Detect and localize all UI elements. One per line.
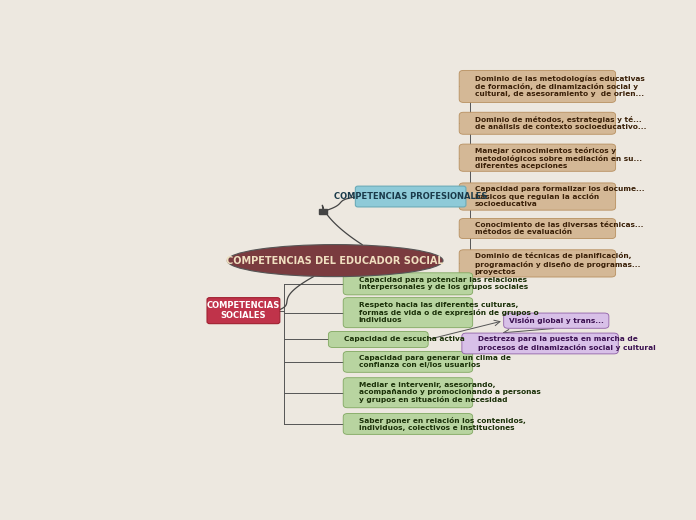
- Ellipse shape: [227, 244, 443, 277]
- FancyBboxPatch shape: [343, 378, 473, 408]
- Text: Dominio de métodos, estrategias y té...
de análisis de contexto socioeducativo..: Dominio de métodos, estrategias y té... …: [475, 116, 647, 131]
- Text: Dominio de técnicas de planificación,
programación y diseño de programas...
proy: Dominio de técnicas de planificación, pr…: [475, 252, 640, 275]
- FancyBboxPatch shape: [343, 413, 473, 434]
- Text: Saber poner en relación los contenidos,
individuos, colectivos e instituciones: Saber poner en relación los contenidos, …: [359, 417, 525, 431]
- Bar: [319, 209, 327, 214]
- Text: Mediar e intervenir, asesorando,
acompañando y promocionando a personas
y grupos: Mediar e intervenir, asesorando, acompañ…: [359, 382, 541, 404]
- Text: COMPETENCIAS
SOCIALES: COMPETENCIAS SOCIALES: [207, 301, 280, 320]
- FancyBboxPatch shape: [459, 183, 615, 210]
- Text: Respeto hacia las diferentes culturas,
formas de vida o de expresión de grupos o: Respeto hacia las diferentes culturas, f…: [359, 302, 539, 323]
- Text: Dominio de las metodologías educativas
de formación, de dinamización social y
cu: Dominio de las metodologías educativas d…: [475, 75, 644, 97]
- Text: Manejar conocimientos teóricos y
metodológicos sobre mediación en su...
diferent: Manejar conocimientos teóricos y metodol…: [475, 147, 642, 169]
- FancyBboxPatch shape: [459, 250, 615, 277]
- Text: Capacidad de escucha activa: Capacidad de escucha activa: [344, 336, 465, 343]
- Text: COMPETENCIAS DEL EDUCADOR SOCIAL: COMPETENCIAS DEL EDUCADOR SOCIAL: [226, 256, 444, 266]
- FancyBboxPatch shape: [459, 218, 615, 239]
- FancyBboxPatch shape: [459, 70, 615, 102]
- FancyBboxPatch shape: [343, 297, 473, 328]
- Text: Capacidad para formalizar los docume...
básicos que regulan la acción
socioeduca: Capacidad para formalizar los docume... …: [475, 186, 644, 207]
- Text: Capacidad para potenciar las relaciones
interpersonales y de los grupos sociales: Capacidad para potenciar las relaciones …: [359, 277, 528, 290]
- Text: Conocimiento de las diversas técnicas...
métodos de evaluación: Conocimiento de las diversas técnicas...…: [475, 222, 643, 235]
- FancyBboxPatch shape: [462, 333, 618, 354]
- FancyBboxPatch shape: [329, 331, 428, 347]
- FancyBboxPatch shape: [343, 273, 473, 295]
- FancyBboxPatch shape: [343, 352, 473, 372]
- FancyBboxPatch shape: [356, 186, 466, 207]
- Text: Capacidad para generar un clima de
confianza con el/los usuarios: Capacidad para generar un clima de confi…: [359, 355, 511, 368]
- FancyBboxPatch shape: [459, 144, 615, 171]
- Text: Visión global y trans...: Visión global y trans...: [509, 317, 603, 324]
- FancyBboxPatch shape: [207, 297, 280, 323]
- Text: COMPETENCIAS PROFESIONALES: COMPETENCIAS PROFESIONALES: [334, 192, 487, 201]
- Text: Destreza para la puesta en marcha de
procesos de dinamización social y cultural: Destreza para la puesta en marcha de pro…: [477, 336, 655, 350]
- FancyBboxPatch shape: [504, 313, 609, 328]
- FancyBboxPatch shape: [459, 112, 615, 134]
